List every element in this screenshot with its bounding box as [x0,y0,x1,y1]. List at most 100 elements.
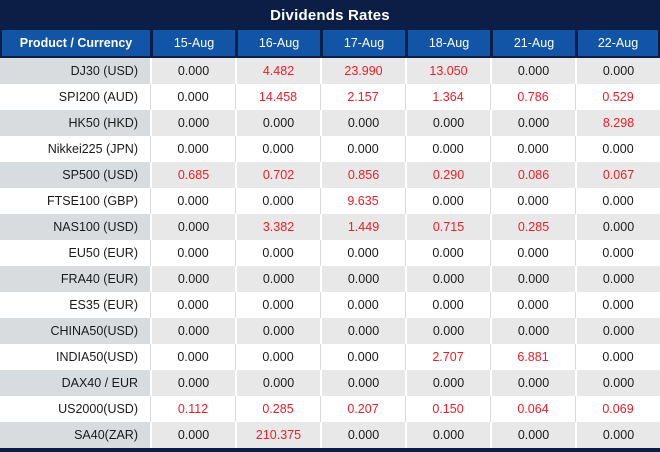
value-cell: 0.000 [235,318,320,344]
value-cell: 0.000 [320,240,405,266]
value-cell: 0.150 [405,396,490,422]
product-cell: FRA40 (EUR) [0,266,150,292]
date-header: 15-Aug [150,30,235,58]
value-cell: 0.000 [320,318,405,344]
product-cell: EU50 (EUR) [0,240,150,266]
value-cell: 0.000 [490,240,575,266]
value-cell: 0.000 [150,110,235,136]
value-cell: 0.000 [320,422,405,448]
table-row: DJ30 (USD) 0.000 4.482 23.990 13.050 0.000 0.0… [0,58,660,84]
table-row: SPI200 (AUD) 0.000 14.458 2.157 1.364 0.786 0.… [0,84,660,110]
product-cell: DJ30 (USD) [0,58,150,84]
value-cell: 0.000 [575,214,660,240]
value-cell: 23.990 [320,58,405,84]
value-cell: 0.000 [575,292,660,318]
value-cell: 0.000 [150,214,235,240]
date-header: 21-Aug [490,30,575,58]
table-bottom-border [0,448,660,452]
value-cell: 0.000 [405,292,490,318]
value-cell: 0.000 [575,136,660,162]
value-cell: 0.000 [490,136,575,162]
value-cell: 0.000 [405,240,490,266]
value-cell: 0.000 [320,136,405,162]
table-row: FTSE100 (GBP) 0.000 0.000 9.635 0.000 0.000 0.… [0,188,660,214]
value-cell: 3.382 [235,214,320,240]
value-cell: 0.000 [575,422,660,448]
value-cell: 0.000 [235,266,320,292]
value-cell: 1.364 [405,84,490,110]
value-cell: 0.000 [150,240,235,266]
value-cell: 0.000 [235,240,320,266]
value-cell: 0.000 [320,370,405,396]
value-cell: 0.000 [320,292,405,318]
date-header: 17-Aug [320,30,405,58]
value-cell: 0.000 [405,188,490,214]
value-cell: 0.000 [575,344,660,370]
value-cell: 0.000 [490,266,575,292]
table-row: HK50 (HKD) 0.000 0.000 0.000 0.000 0.000 8.298 [0,110,660,136]
value-cell: 0.000 [150,370,235,396]
product-cell: DAX40 / EUR [0,370,150,396]
value-cell: 0.086 [490,162,575,188]
value-cell: 0.000 [320,266,405,292]
value-cell: 0.000 [575,266,660,292]
table-row: DAX40 / EUR 0.000 0.000 0.000 0.000 0.000 0.00… [0,370,660,396]
value-cell: 0.112 [150,396,235,422]
product-cell: HK50 (HKD) [0,110,150,136]
value-cell: 1.449 [320,214,405,240]
date-header: 22-Aug [575,30,660,58]
value-cell: 0.000 [405,318,490,344]
value-cell: 0.000 [490,370,575,396]
table-row: US2000(USD) 0.112 0.285 0.207 0.150 0.064 0.06… [0,396,660,422]
value-cell: 0.285 [490,214,575,240]
product-cell: NAS100 (USD) [0,214,150,240]
value-cell: 0.715 [405,214,490,240]
table-row: ES35 (EUR) 0.000 0.000 0.000 0.000 0.000 0.000 [0,292,660,318]
value-cell: 0.069 [575,396,660,422]
value-cell: 0.702 [235,162,320,188]
value-cell: 0.290 [405,162,490,188]
value-cell: 0.207 [320,396,405,422]
value-cell: 0.856 [320,162,405,188]
value-cell: 0.000 [575,240,660,266]
value-cell: 0.000 [150,344,235,370]
value-cell: 0.685 [150,162,235,188]
table-row: SA40(ZAR) 0.000 210.375 0.000 0.000 0.000 0.00… [0,422,660,448]
value-cell: 0.000 [235,136,320,162]
value-cell: 0.000 [490,318,575,344]
value-cell: 0.000 [320,344,405,370]
value-cell: 0.000 [405,422,490,448]
product-cell: SPI200 (AUD) [0,84,150,110]
table-row: SP500 (USD) 0.685 0.702 0.856 0.290 0.086 0.06… [0,162,660,188]
dividends-rates-table: Product / Currency 15-Aug 16-Aug 17-Aug 18-… [0,30,660,448]
value-cell: 0.000 [490,422,575,448]
product-cell: SA40(ZAR) [0,422,150,448]
value-cell: 4.482 [235,58,320,84]
value-cell: 0.000 [405,110,490,136]
value-cell: 0.067 [575,162,660,188]
value-cell: 0.000 [150,136,235,162]
value-cell: 0.064 [490,396,575,422]
value-cell: 210.375 [235,422,320,448]
value-cell: 0.000 [405,266,490,292]
value-cell: 2.707 [405,344,490,370]
date-header: 18-Aug [405,30,490,58]
value-cell: 0.000 [575,188,660,214]
value-cell: 0.000 [575,370,660,396]
page-title: Dividends Rates [0,0,660,30]
value-cell: 6.881 [490,344,575,370]
table-row: FRA40 (EUR) 0.000 0.000 0.000 0.000 0.000 0.00… [0,266,660,292]
value-cell: 0.000 [235,110,320,136]
table-row: EU50 (EUR) 0.000 0.000 0.000 0.000 0.000 0.000 [0,240,660,266]
value-cell: 0.000 [235,292,320,318]
value-cell: 0.786 [490,84,575,110]
product-cell: Nikkei225 (JPN) [0,136,150,162]
table-header: Product / Currency 15-Aug 16-Aug 17-Aug 18-… [0,30,660,58]
value-cell: 0.000 [490,292,575,318]
value-cell: 0.000 [405,136,490,162]
value-cell: 0.285 [235,396,320,422]
table-row: NAS100 (USD) 0.000 3.382 1.449 0.715 0.285 0.0… [0,214,660,240]
value-cell: 0.000 [490,110,575,136]
value-cell: 0.000 [235,370,320,396]
product-currency-header: Product / Currency [0,30,150,58]
